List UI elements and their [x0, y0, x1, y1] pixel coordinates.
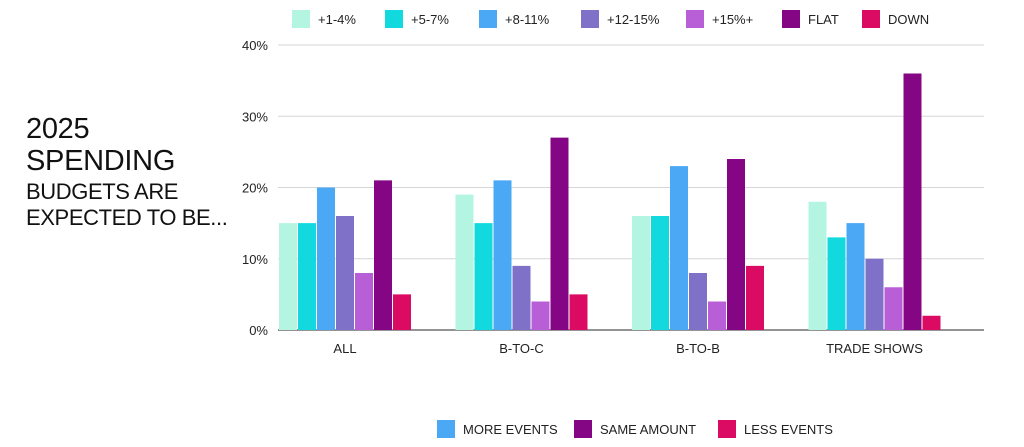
- y-tick-label: 10%: [242, 252, 268, 267]
- bar: [670, 166, 688, 330]
- legend-swatch: [385, 10, 403, 28]
- subtitle-line1: BUDGETS ARE: [26, 178, 179, 204]
- bottom-legend-label: MORE EVENTS: [463, 422, 558, 437]
- bar: [455, 194, 474, 330]
- legend-swatch: [782, 10, 800, 28]
- legend-label: +8-11%: [505, 12, 550, 27]
- legend-label: +15%+: [712, 12, 753, 27]
- x-category-label: ALL: [333, 341, 356, 356]
- y-tick-label: 20%: [242, 181, 268, 196]
- legend-swatch: [686, 10, 704, 28]
- bar: [922, 315, 941, 330]
- bar: [689, 273, 707, 330]
- bar: [632, 216, 650, 330]
- bar: [846, 223, 865, 330]
- bar: [512, 265, 531, 330]
- bottom-legend-label: LESS EVENTS: [744, 422, 833, 437]
- bar: [355, 273, 373, 330]
- bottom-legend-swatch: [437, 420, 455, 438]
- bar: [336, 216, 354, 330]
- bar: [651, 216, 669, 330]
- legend-label: FLAT: [808, 12, 839, 27]
- title-spending: SPENDING: [26, 144, 176, 177]
- bar: [393, 294, 411, 330]
- legend-label: +1-4%: [318, 12, 356, 27]
- bar: [474, 223, 493, 330]
- chart-side-title: 2025 SPENDING BUDGETS ARE EXPECTED TO BE…: [26, 113, 228, 230]
- bar: [317, 187, 335, 330]
- y-tick-label: 40%: [242, 38, 268, 53]
- legend-swatch: [479, 10, 497, 28]
- axis-layer: 0% 10% 20% 30% 40% ALL B-TO-C B-TO-B TRADE SHOWS: [242, 38, 923, 356]
- bar: [865, 258, 884, 330]
- legend-swatch: [292, 10, 310, 28]
- bottom-legend-swatch: [718, 420, 736, 438]
- bar: [746, 265, 764, 330]
- bar-layer: [279, 73, 941, 330]
- legend-label: +12-15%: [607, 12, 660, 27]
- x-category-label: B-TO-B: [676, 341, 720, 356]
- legend-swatch: [581, 10, 599, 28]
- bar: [903, 73, 922, 330]
- bar: [708, 301, 726, 330]
- bar: [298, 223, 316, 330]
- bottom-legend-swatch: [574, 420, 592, 438]
- bar: [569, 294, 588, 330]
- top-legend: +1-4% +5-7% +8-11% +12-15% +15%+ FLAT DOWN: [292, 10, 929, 28]
- legend-label: +5-7%: [411, 12, 449, 27]
- bottom-legend: MORE EVENTS SAME AMOUNT LESS EVENTS: [437, 420, 833, 438]
- y-tick-label: 0%: [249, 323, 268, 338]
- bar: [493, 180, 512, 330]
- bottom-legend-label: SAME AMOUNT: [600, 422, 696, 437]
- legend-label: DOWN: [888, 12, 929, 27]
- bar: [827, 237, 846, 330]
- bar: [727, 159, 745, 330]
- x-category-label: B-TO-C: [499, 341, 544, 356]
- subtitle-line2: EXPECTED TO BE...: [26, 204, 228, 230]
- bar: [279, 223, 297, 330]
- title-year: 2025: [26, 113, 90, 145]
- x-category-label: TRADE SHOWS: [826, 341, 923, 356]
- y-tick-label: 30%: [242, 109, 268, 124]
- bar: [884, 287, 903, 330]
- bar: [550, 137, 569, 330]
- legend-swatch: [862, 10, 880, 28]
- bar: [531, 301, 550, 330]
- bar: [808, 201, 827, 330]
- bar: [374, 180, 392, 330]
